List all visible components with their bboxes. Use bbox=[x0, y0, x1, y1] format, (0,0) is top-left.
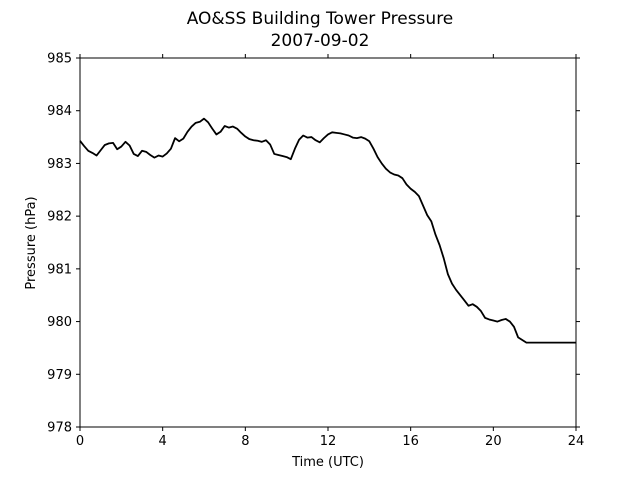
x-tick-label: 0 bbox=[76, 434, 84, 449]
y-tick-label: 982 bbox=[47, 210, 72, 225]
x-tick-label: 16 bbox=[402, 434, 419, 449]
chart-subtitle: 2007-09-02 bbox=[271, 31, 370, 51]
chart-title: AO&SS Building Tower Pressure bbox=[187, 9, 454, 29]
x-axis-label: Time (UTC) bbox=[291, 455, 364, 470]
y-axis-label: Pressure (hPa) bbox=[24, 196, 39, 289]
y-tick-label: 984 bbox=[47, 104, 72, 119]
x-tick-label: 12 bbox=[320, 434, 337, 449]
x-tick-label: 24 bbox=[568, 434, 585, 449]
x-tick-label: 4 bbox=[159, 434, 167, 449]
y-tick-label: 983 bbox=[47, 157, 72, 172]
x-tick-label: 20 bbox=[485, 434, 502, 449]
axis-ticks: 0 4 8 12 16 20 24 978 979 980 981 982 983 984 985 bbox=[47, 52, 584, 450]
x-tick-label: 8 bbox=[241, 434, 249, 449]
plot-frame bbox=[79, 57, 577, 428]
pressure-series-line bbox=[79, 117, 576, 344]
y-tick-label: 981 bbox=[47, 262, 72, 277]
y-tick-label: 978 bbox=[47, 421, 72, 436]
y-tick-label: 985 bbox=[47, 52, 72, 67]
y-tick-label: 980 bbox=[47, 315, 72, 330]
y-tick-label: 979 bbox=[47, 368, 72, 383]
plot-area: 0 4 8 12 16 20 24 978 979 980 981 982 983 984 985 bbox=[47, 52, 584, 450]
